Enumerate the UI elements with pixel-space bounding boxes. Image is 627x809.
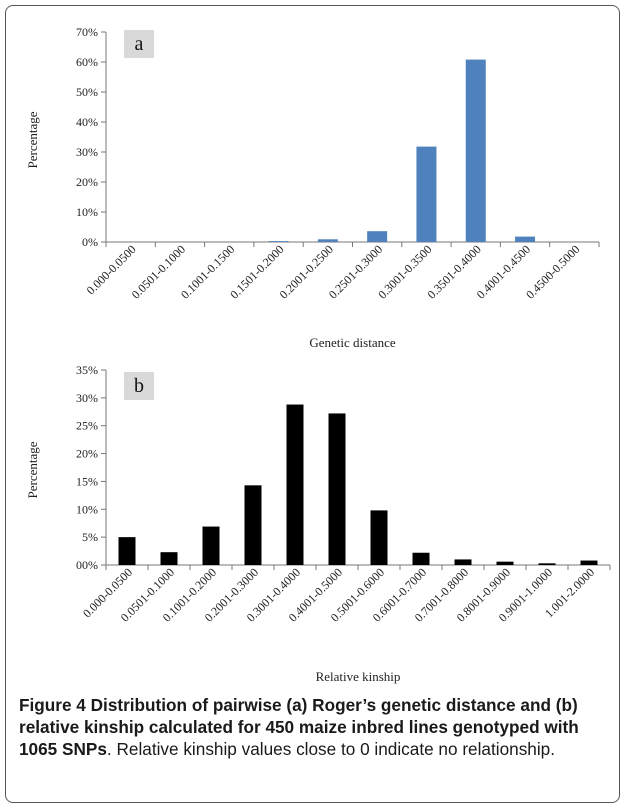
bar bbox=[454, 559, 472, 565]
panel-label-box bbox=[124, 372, 154, 400]
y-axis-label: Percentage bbox=[25, 441, 40, 498]
y-tick-label: 50% bbox=[76, 85, 98, 99]
panel-label: a bbox=[135, 33, 144, 55]
bar bbox=[496, 561, 514, 565]
bar bbox=[580, 560, 598, 565]
y-tick-label: 30% bbox=[76, 391, 98, 405]
bar bbox=[416, 146, 437, 242]
x-axis-label: Genetic distance bbox=[309, 335, 395, 350]
y-tick-label: 35% bbox=[76, 363, 98, 377]
bar bbox=[465, 59, 486, 242]
y-tick-label: 70% bbox=[76, 25, 98, 39]
panel-label-box bbox=[124, 30, 154, 58]
y-tick-label: 60% bbox=[76, 55, 98, 69]
y-tick-label: 0% bbox=[82, 235, 98, 249]
y-tick-label: 30% bbox=[76, 145, 98, 159]
x-axis-label: Relative kinship bbox=[316, 669, 401, 684]
bar bbox=[268, 241, 289, 242]
y-tick-label: 40% bbox=[76, 115, 98, 129]
bar bbox=[244, 485, 262, 565]
panel-label: b bbox=[134, 375, 144, 397]
y-axis-label: Percentage bbox=[25, 111, 40, 168]
y-tick-label: 20% bbox=[76, 447, 98, 461]
bar bbox=[118, 537, 136, 565]
y-tick-label: 10% bbox=[76, 502, 98, 516]
y-tick-label: 00% bbox=[76, 558, 98, 572]
bar bbox=[370, 510, 388, 565]
y-tick-label: 20% bbox=[76, 175, 98, 189]
bar bbox=[515, 236, 536, 242]
caption-bold: Figure 4 Distribution of pairwise (a) Ro… bbox=[19, 695, 579, 759]
bar bbox=[367, 231, 388, 242]
caption-rest: . Relative kinship values close to 0 ind… bbox=[106, 739, 556, 759]
bar bbox=[160, 552, 178, 565]
figure-frame bbox=[5, 5, 620, 803]
chart-a: 0%10%20%30%40%50%60%70%0.000-0.05000.050… bbox=[25, 25, 600, 350]
bar bbox=[202, 526, 220, 565]
bar bbox=[286, 404, 304, 565]
y-tick-label: 25% bbox=[76, 419, 98, 433]
figure-charts: 0%10%20%30%40%50%60%70%0.000-0.05000.050… bbox=[25, 25, 611, 684]
bar bbox=[328, 413, 346, 565]
y-tick-label: 10% bbox=[76, 205, 98, 219]
y-tick-label: 5% bbox=[82, 530, 98, 544]
bar bbox=[412, 552, 430, 565]
bar bbox=[538, 563, 556, 565]
figure-caption: Figure 4 Distribution of pairwise (a) Ro… bbox=[19, 694, 609, 760]
chart-b: 00%5%10%15%20%25%30%35%0.000-0.05000.050… bbox=[25, 363, 611, 684]
bar bbox=[317, 239, 338, 242]
y-tick-label: 15% bbox=[76, 474, 98, 488]
